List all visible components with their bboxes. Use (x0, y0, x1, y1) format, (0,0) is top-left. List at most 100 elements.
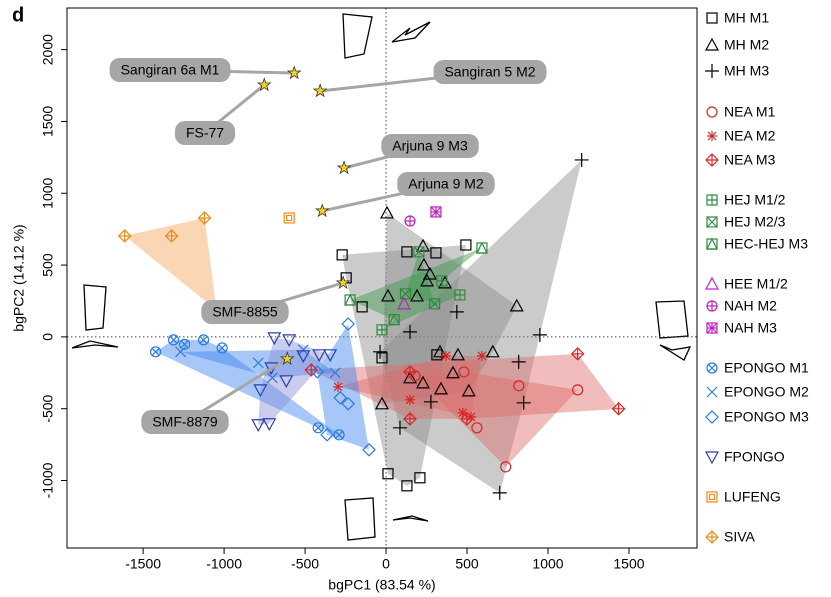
marker-part (312, 422, 324, 434)
marker-part (197, 334, 210, 346)
marker-part (282, 334, 297, 348)
point (409, 288, 424, 302)
point (611, 401, 626, 416)
point (430, 247, 442, 259)
hull (155, 339, 340, 435)
legend-label: FPONGO (724, 449, 785, 465)
marker-part (500, 461, 512, 473)
point (429, 298, 441, 310)
marker-part (286, 214, 293, 222)
point (310, 365, 325, 379)
point (416, 257, 431, 271)
legend-marker (704, 37, 720, 51)
marker-part (449, 304, 464, 319)
marker-part (492, 485, 507, 500)
point (401, 246, 413, 258)
x-axis-label: bgPC1 (83.54 %) (328, 577, 435, 593)
point (373, 344, 388, 359)
marker-part (409, 288, 424, 302)
marker-part (199, 212, 210, 223)
hull (415, 371, 578, 467)
marker-part (312, 349, 327, 363)
point (279, 351, 295, 366)
marker-part (199, 335, 208, 344)
marker-part (306, 364, 317, 375)
marker-part (420, 273, 435, 287)
marker-part (706, 12, 718, 24)
point (376, 324, 388, 336)
point (175, 346, 186, 358)
point (380, 288, 396, 302)
marker-part (430, 247, 442, 259)
marker-part (572, 384, 584, 396)
point (471, 422, 483, 434)
marker-part (218, 344, 227, 352)
marker-part (333, 429, 345, 441)
marker-part (333, 390, 348, 405)
marker-part (708, 493, 716, 501)
x-tick-label: -1000 (206, 556, 242, 572)
legend-marker (706, 386, 718, 398)
point (415, 375, 430, 389)
point (344, 293, 357, 306)
legend-marker (705, 530, 719, 544)
marker-part (401, 480, 413, 492)
point (282, 334, 297, 348)
marker-part (392, 420, 407, 435)
marker-part (341, 396, 356, 411)
marker-part (286, 65, 302, 80)
marker-part (356, 301, 368, 313)
marker-part (511, 354, 526, 369)
hull (405, 251, 435, 304)
point (262, 418, 277, 432)
marker-part (117, 229, 132, 243)
point (492, 485, 507, 500)
point (178, 338, 191, 350)
point (433, 381, 448, 395)
legend-label: HEJ M2/3 (724, 214, 786, 230)
marker-part (335, 275, 351, 290)
marker-part (436, 275, 447, 286)
marker-part (706, 216, 718, 228)
point (431, 349, 443, 361)
panel-letter: d (12, 4, 24, 26)
legend-label: EPONGO M1 (724, 360, 809, 376)
point (267, 332, 282, 346)
point (314, 203, 330, 218)
legend-label: HEJ M1/2 (724, 192, 786, 208)
marker-part (516, 395, 531, 410)
point (336, 249, 348, 261)
marker-part (513, 380, 525, 392)
point (167, 334, 180, 346)
marker-part (705, 64, 719, 78)
marker-part (341, 317, 356, 331)
y-tick-label: -1000 (40, 462, 56, 498)
hull (350, 247, 482, 320)
point (414, 472, 426, 484)
point (333, 429, 345, 441)
marker-part (197, 211, 212, 225)
point (476, 350, 487, 361)
point (388, 313, 401, 326)
marker-part (377, 324, 387, 335)
legend-label: NAH M2 (724, 298, 777, 314)
callout-box (141, 410, 229, 434)
marker-part (708, 364, 716, 372)
marker-part (415, 375, 430, 389)
callout-box (109, 58, 231, 82)
point (516, 395, 531, 410)
marker-part (461, 383, 476, 397)
marker-part (283, 212, 295, 224)
point (380, 205, 395, 219)
marker-part (397, 296, 412, 310)
point (574, 152, 589, 167)
marker-part (252, 357, 264, 369)
point (286, 65, 302, 80)
marker-part (706, 237, 718, 250)
marker-part (266, 372, 278, 384)
marker-part (310, 365, 325, 379)
point (253, 384, 268, 398)
y-tick-label: 2000 (40, 34, 56, 65)
marker-part (320, 427, 334, 442)
y-axis-label: bgPC2 (14.12 %) (11, 224, 27, 331)
